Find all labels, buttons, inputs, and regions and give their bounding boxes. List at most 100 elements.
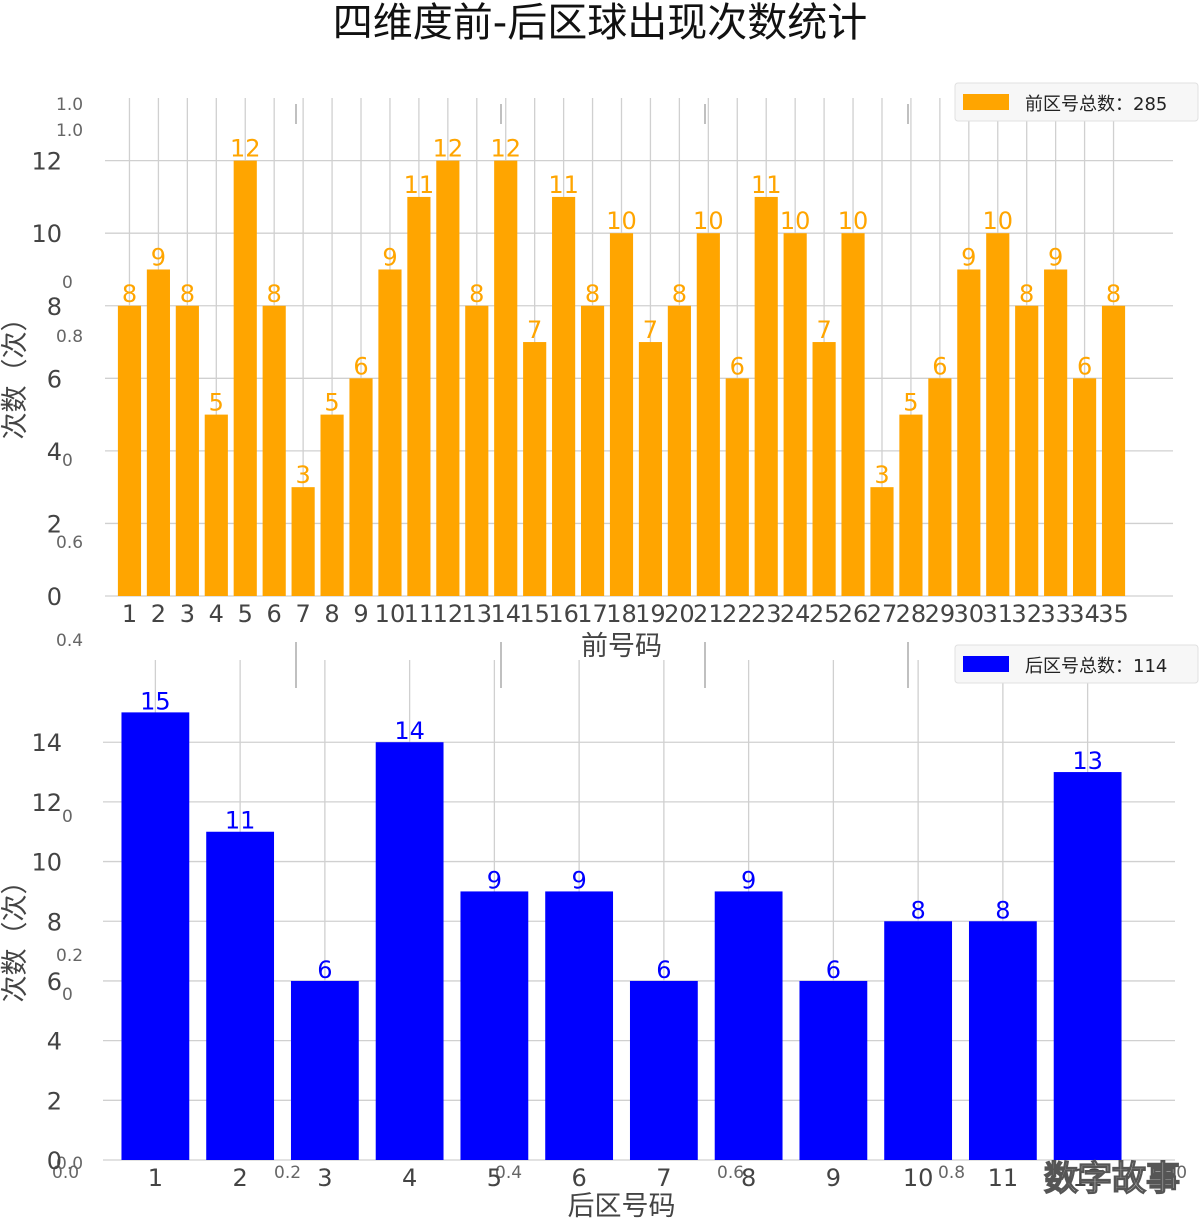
bar-value-label: 10 [780, 207, 811, 235]
x-tick-label: 13 [462, 600, 493, 628]
x-tick-label: 2 [232, 1164, 247, 1192]
bar [436, 160, 460, 596]
x-tick-label: 14 [490, 600, 521, 628]
bar [754, 196, 778, 596]
x-tick-label: 10 [375, 600, 406, 628]
legend-label: 后区号总数：114 [1025, 656, 1167, 677]
bar-value-label: 8 [180, 280, 195, 308]
x-tick-label: 21 [693, 600, 724, 628]
bar [494, 160, 518, 596]
bar-value-label: 5 [903, 389, 918, 417]
x-tick-label: 4 [402, 1164, 417, 1192]
bar [899, 414, 923, 596]
x-axis-label: 后区号码 [568, 1191, 676, 1221]
bar [725, 378, 749, 596]
bar [262, 305, 286, 596]
bar [545, 891, 614, 1160]
background-y-tick-label: 0.4 [56, 631, 83, 651]
bar-value-label: 10 [693, 207, 724, 235]
background-y-tick-label: 0.0 [56, 1154, 83, 1174]
x-tick-label: 7 [656, 1164, 671, 1192]
x-tick-label: 6 [267, 600, 282, 628]
bar-value-label: 10 [838, 207, 869, 235]
bar-value-label: 15 [140, 687, 171, 715]
y-tick-label: 4 [47, 1028, 62, 1056]
bar [580, 305, 605, 596]
bar [609, 233, 634, 597]
bar-value-label: 11 [404, 171, 435, 199]
x-tick-label: 30 [954, 600, 985, 628]
bar-value-label: 14 [394, 717, 425, 745]
x-tick-label: 22 [722, 600, 753, 628]
bar-value-label: 6 [932, 352, 947, 380]
x-tick-label: 12 [433, 600, 464, 628]
x-tick-label: 27 [867, 600, 898, 628]
bar-value-label: 11 [225, 807, 256, 835]
bar-value-label: 8 [267, 280, 282, 308]
background-tick-fragment: 0 [62, 273, 73, 293]
bar [146, 269, 170, 596]
x-tick-label: 18 [606, 600, 637, 628]
background-x-tick-label: 1.0 [1160, 1163, 1187, 1183]
background-x-tick-label: 0.6 [717, 1163, 744, 1183]
bar [799, 980, 868, 1160]
background-tick-fragment: 0 [62, 807, 73, 827]
bar [870, 487, 894, 596]
y-axis-label: 次数（次） [0, 305, 31, 440]
bar-value-label: 7 [643, 316, 658, 344]
bar [320, 414, 344, 596]
bar-value-label: 8 [585, 280, 600, 308]
bar [175, 305, 199, 596]
legend-swatch [963, 656, 1009, 672]
y-tick-label: 8 [47, 908, 62, 936]
bar [957, 269, 981, 596]
bar [1015, 305, 1039, 596]
background-x-tick-label: 0.4 [495, 1163, 522, 1183]
bar-value-label: 9 [961, 243, 976, 271]
x-tick-label: 23 [751, 600, 782, 628]
bar [291, 487, 315, 596]
bar [968, 921, 1037, 1160]
y-tick-label: 12 [31, 789, 62, 817]
bar-value-label: 8 [122, 280, 137, 308]
bar [290, 980, 359, 1160]
bar [928, 378, 952, 596]
legend: 后区号总数：114 [954, 644, 1199, 684]
y-tick-label: 6 [47, 968, 62, 996]
x-tick-label: 5 [487, 1164, 502, 1192]
bar [375, 742, 444, 1160]
background-tick-fragment: 0 [62, 451, 73, 471]
background-y-tick-label: 1.0 [56, 121, 83, 141]
x-tick-label: 1 [148, 1164, 163, 1192]
bar-value-label: 7 [527, 316, 542, 344]
x-tick-label: 5 [238, 600, 253, 628]
y-tick-label: 12 [31, 148, 62, 176]
x-tick-label: 31 [982, 600, 1013, 628]
figure-title: 四维度前-后区球出现次数统计 [333, 0, 867, 46]
bar-value-label: 9 [571, 866, 586, 894]
x-tick-label: 28 [896, 600, 927, 628]
x-tick-label: 33 [1040, 600, 1071, 628]
x-tick-label: 20 [664, 600, 695, 628]
y-axis-label: 次数（次） [0, 868, 31, 1003]
back-zone-chart: 0246810121415111263144959667986981081113… [0, 644, 1199, 1221]
bar-value-label: 11 [751, 171, 782, 199]
bar-value-label: 8 [1019, 280, 1034, 308]
background-axis: 1.0 1.0 0.8 0.6 0.4 0.2 0.0 0 0 0 0 0.0 0.2 0.4 0.6 0.8… [52, 95, 1187, 1183]
y-tick-label: 0 [47, 1147, 62, 1175]
x-tick-label: 26 [838, 600, 869, 628]
bar-value-label: 8 [995, 896, 1010, 924]
bar [629, 980, 698, 1160]
bar-value-label: 6 [317, 956, 332, 984]
x-tick-label: 11 [988, 1164, 1019, 1192]
legend-label: 前区号总数：285 [1025, 94, 1167, 115]
y-tick-label: 6 [47, 365, 62, 393]
bar-value-label: 9 [151, 243, 166, 271]
legend-box [954, 644, 1199, 684]
bar [206, 831, 275, 1160]
bar-value-label: 8 [672, 280, 687, 308]
x-tick-label: 12 [1072, 1164, 1103, 1192]
background-y-tick-label: 1.0 [56, 95, 83, 115]
x-tick-label: 8 [324, 600, 339, 628]
x-tick-label: 24 [780, 600, 811, 628]
